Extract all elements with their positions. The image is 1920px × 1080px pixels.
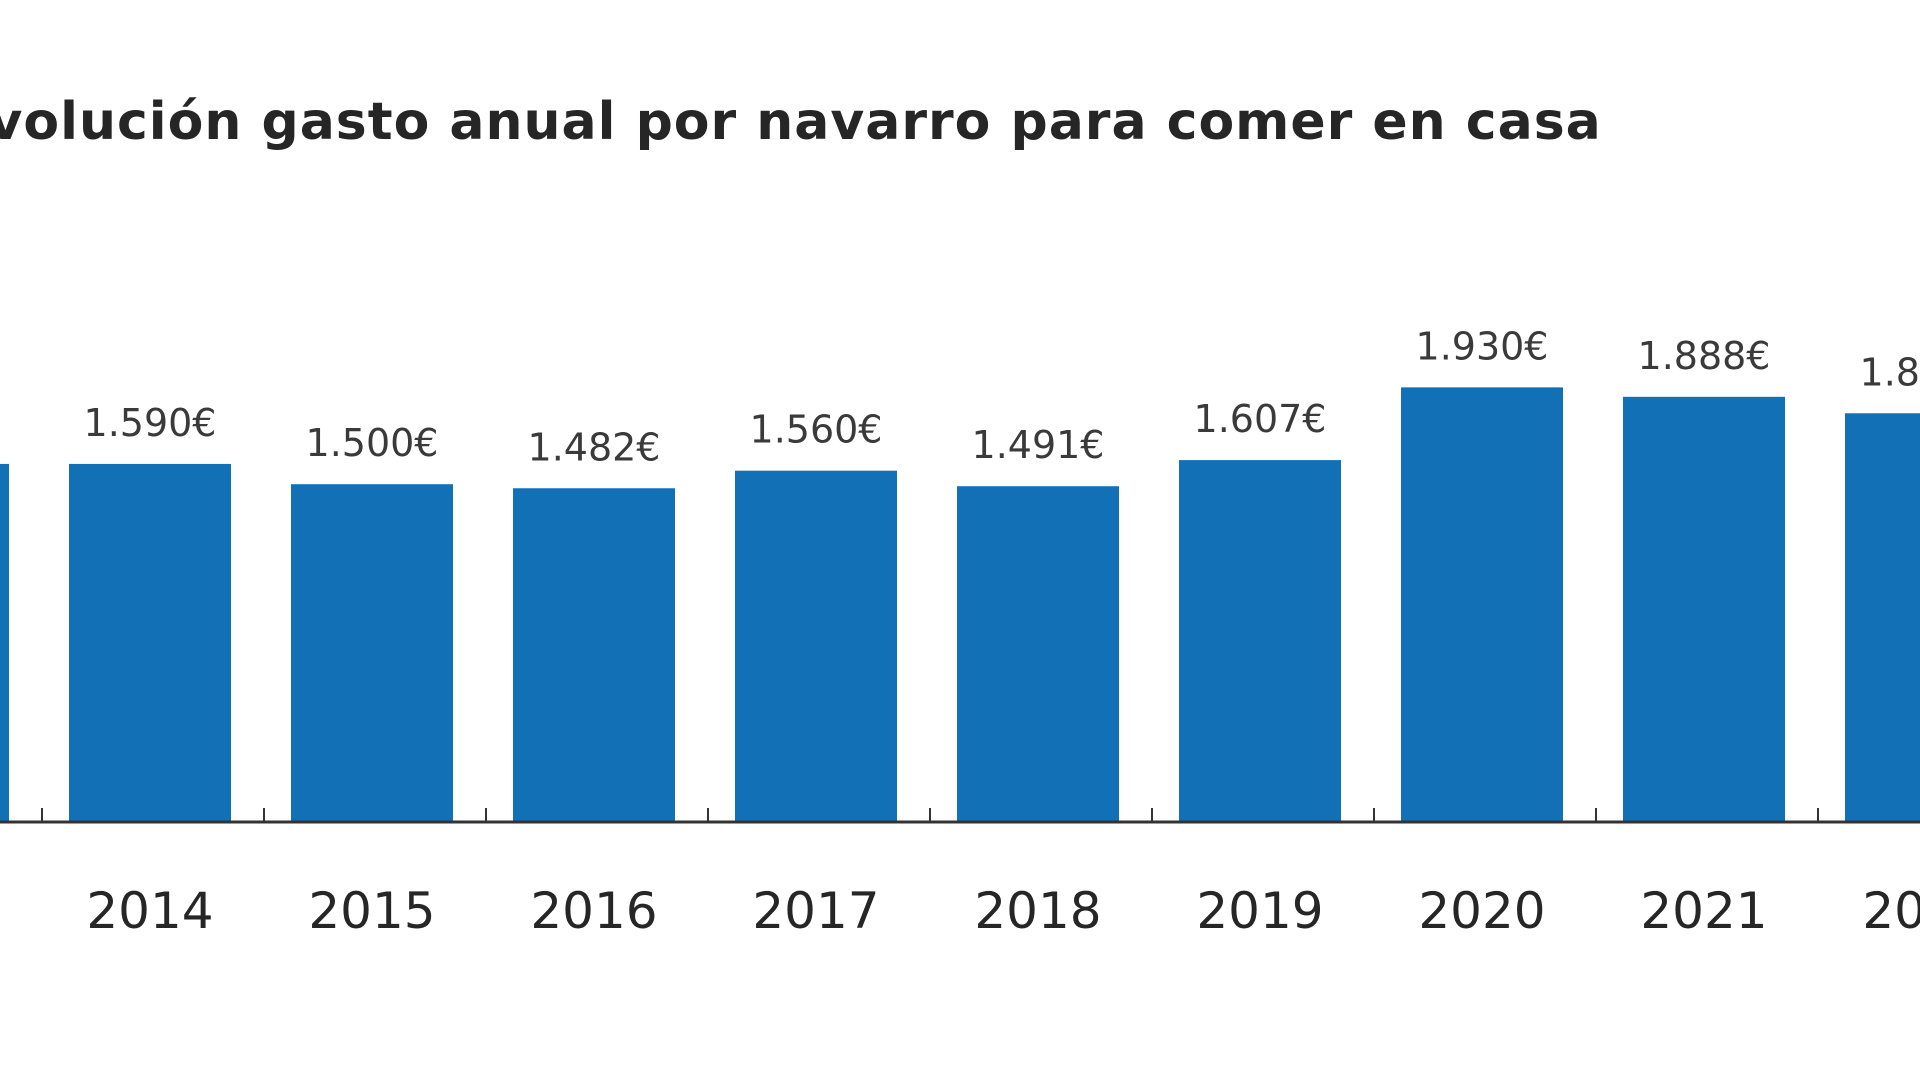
x-axis [0,808,1920,824]
data-label-2018: 1.491€ [972,423,1105,467]
data-label-2015: 1.500€ [306,421,439,465]
bar-2021 [1623,396,1785,822]
x-tick-label-2021: 2021 [1640,882,1767,940]
bar-2014 [69,463,231,822]
x-tick-label-2022: 2022 [1862,882,1920,940]
bar-2018 [957,486,1119,822]
data-label-2017: 1.560€ [750,408,883,452]
bars-layer [0,387,1920,822]
x-tick-label-2015: 2015 [308,882,435,940]
x-tick-label-2018: 2018 [974,882,1101,940]
data-label-2020: 1.930€ [1416,324,1549,368]
data-label-2021: 1.888€ [1638,334,1771,378]
chart-title: Evolución gasto anual por navarro para c… [0,92,1602,152]
data-label-2014: 1.590€ [84,401,217,445]
bar-2016 [513,488,675,822]
x-tick-label-2016: 2016 [530,882,657,940]
bar-2022 [1845,413,1920,822]
x-tick-label-2019: 2019 [1196,882,1323,940]
bar-2013 [0,463,9,822]
x-tick-labels-layer: 2013201420152016201720182019202020212022 [86,882,1920,940]
x-tick-label-2014: 2014 [86,882,213,940]
bar-2015 [291,484,453,822]
data-label-2016: 1.482€ [528,425,661,469]
x-tick-label-2017: 2017 [752,882,879,940]
bar-2017 [735,470,897,822]
bar-2019 [1179,460,1341,822]
bar-2020 [1401,387,1563,822]
data-label-2019: 1.607€ [1194,397,1327,441]
x-tick-label-2020: 2020 [1418,882,1545,940]
data-labels-layer: 1.590€ 1.500€ 1.482€ 1.560€ 1.491€ 1.607€ 1.93… [84,324,1920,469]
data-label-2022: 1.815€ [1860,350,1920,394]
